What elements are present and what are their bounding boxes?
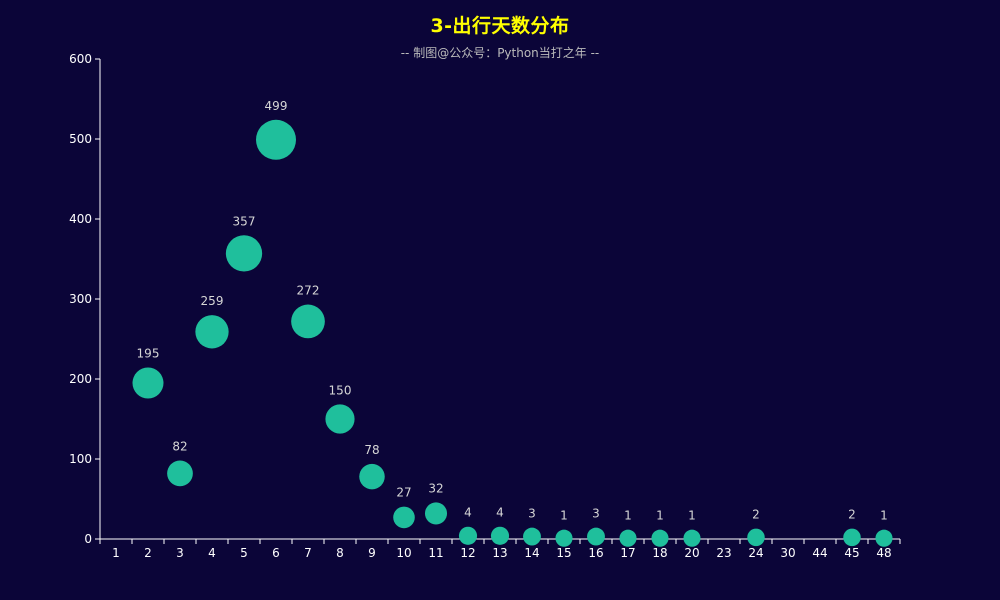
data-point bbox=[523, 527, 541, 546]
x-tick-label: 9 bbox=[368, 546, 376, 560]
x-tick-label: 11 bbox=[428, 546, 443, 560]
data-point bbox=[490, 526, 510, 545]
data-label: 259 bbox=[201, 294, 224, 308]
data-label: 78 bbox=[364, 443, 379, 457]
data-point bbox=[225, 235, 263, 272]
chart-title: 3-出行天数分布 bbox=[430, 15, 570, 37]
data-label: 1 bbox=[656, 509, 664, 523]
data-label: 1 bbox=[624, 509, 632, 523]
x-tick-label: 8 bbox=[336, 546, 344, 560]
y-tick-label: 100 bbox=[69, 452, 92, 466]
x-tick-label: 1 bbox=[112, 546, 120, 560]
data-point bbox=[458, 526, 478, 545]
data-point bbox=[195, 315, 229, 349]
data-point bbox=[587, 527, 605, 546]
x-tick-label: 24 bbox=[748, 546, 763, 560]
data-label: 27 bbox=[396, 486, 411, 500]
data-label: 1 bbox=[880, 509, 888, 523]
data-point bbox=[291, 304, 325, 339]
chart-subtitle: -- 制图@公众号：Python当打之年 -- bbox=[400, 46, 600, 60]
data-label: 272 bbox=[297, 284, 320, 298]
x-tick-label: 44 bbox=[812, 546, 827, 560]
data-label: 1 bbox=[560, 509, 568, 523]
x-tick-label: 48 bbox=[876, 546, 891, 560]
data-point bbox=[747, 528, 765, 547]
data-label: 2 bbox=[848, 508, 856, 522]
data-label: 1 bbox=[688, 509, 696, 523]
x-tick-label: 13 bbox=[492, 546, 507, 560]
x-tick-label: 12 bbox=[460, 546, 475, 560]
y-tick-label: 0 bbox=[84, 532, 92, 546]
data-point bbox=[325, 404, 355, 434]
data-label: 4 bbox=[464, 506, 472, 520]
y-tick-label: 500 bbox=[69, 132, 92, 146]
data-label: 195 bbox=[137, 346, 160, 360]
x-tick-label: 10 bbox=[396, 546, 411, 560]
data-point bbox=[651, 529, 669, 547]
x-tick-label: 15 bbox=[556, 546, 571, 560]
data-point bbox=[843, 528, 861, 547]
data-point bbox=[132, 367, 164, 399]
x-tick-label: 17 bbox=[620, 546, 635, 560]
y-tick-label: 400 bbox=[69, 212, 92, 226]
data-point bbox=[393, 506, 415, 529]
x-tick-label: 23 bbox=[716, 546, 731, 560]
x-tick-label: 18 bbox=[652, 546, 667, 560]
data-point bbox=[875, 529, 893, 547]
data-label: 3 bbox=[592, 507, 600, 521]
data-point bbox=[167, 460, 193, 487]
x-tick-label: 30 bbox=[780, 546, 795, 560]
x-tick-label: 14 bbox=[524, 546, 539, 560]
data-label: 3 bbox=[528, 507, 536, 521]
data-point bbox=[619, 529, 637, 547]
data-label: 150 bbox=[329, 383, 352, 397]
data-point bbox=[424, 502, 448, 525]
y-tick-label: 300 bbox=[69, 292, 92, 306]
data-point bbox=[555, 529, 573, 547]
x-tick-label: 16 bbox=[588, 546, 603, 560]
y-tick-label: 600 bbox=[69, 52, 92, 66]
data-point bbox=[683, 529, 701, 547]
y-tick-label: 200 bbox=[69, 372, 92, 386]
x-tick-label: 3 bbox=[176, 546, 184, 560]
x-tick-label: 7 bbox=[304, 546, 312, 560]
x-tick-label: 20 bbox=[684, 546, 699, 560]
data-label: 357 bbox=[233, 214, 256, 228]
data-point bbox=[256, 119, 296, 160]
x-tick-label: 2 bbox=[144, 546, 152, 560]
data-label: 32 bbox=[428, 481, 443, 495]
x-tick-label: 45 bbox=[844, 546, 859, 560]
x-tick-label: 4 bbox=[208, 546, 216, 560]
data-label: 4 bbox=[496, 506, 504, 520]
data-label: 499 bbox=[265, 99, 288, 113]
data-label: 2 bbox=[752, 508, 760, 522]
data-point bbox=[359, 463, 385, 490]
x-tick-label: 6 bbox=[272, 546, 280, 560]
x-tick-label: 5 bbox=[240, 546, 248, 560]
data-label: 82 bbox=[172, 440, 187, 454]
